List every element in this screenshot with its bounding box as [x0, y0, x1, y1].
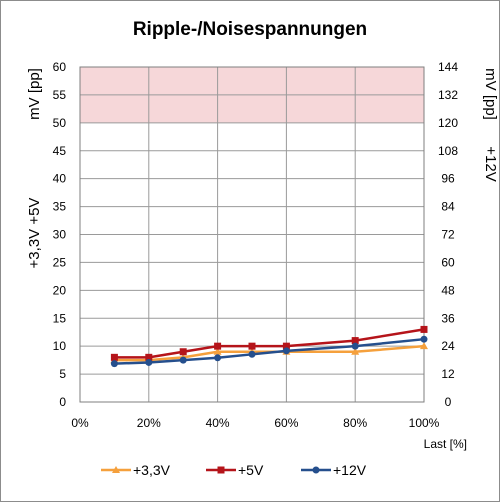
x-tick: 80%	[343, 416, 367, 430]
y-tick-left: 15	[53, 311, 67, 325]
y-tick-right: 144	[438, 60, 458, 74]
data-point-5V	[420, 325, 428, 333]
y-tick-right: 0	[445, 395, 452, 409]
data-point-33V	[351, 347, 360, 355]
y-tick-right: 72	[441, 228, 455, 242]
data-point-12V	[214, 354, 222, 362]
y-tick-right: 96	[441, 172, 455, 186]
y-tick-left: 50	[53, 116, 67, 130]
series-12V	[110, 335, 428, 368]
chart-title: Ripple-/Noisespannungen	[133, 19, 367, 40]
y-tick-right: 36	[441, 311, 455, 325]
y-axis-right-label: +12V	[482, 146, 499, 181]
x-tick: 20%	[137, 416, 161, 430]
y-tick-right: 60	[441, 255, 455, 269]
legend-label-12V: +12V	[333, 462, 367, 478]
y-axis-left-label: +3,3V +5V	[26, 198, 43, 269]
y-tick-right: 48	[441, 283, 455, 297]
series-line-5V	[114, 328, 425, 359]
series-line-33V	[114, 344, 425, 362]
y-tick-left: 40	[53, 172, 67, 186]
y-tick-left: 55	[53, 88, 67, 102]
data-point-12V	[351, 342, 359, 350]
y-tick-left: 5	[59, 367, 66, 381]
data-point-33V	[420, 342, 428, 350]
legend-marker-5V	[217, 466, 225, 474]
y-tick-right: 84	[441, 200, 455, 214]
y-tick-right: 12	[441, 367, 455, 381]
y-tick-right: 108	[438, 144, 458, 158]
y-tick-left: 10	[53, 339, 67, 353]
y-tick-left: 20	[53, 283, 67, 297]
data-point-5V	[214, 342, 222, 350]
y-tick-left: 45	[53, 144, 67, 158]
data-point-12V	[145, 358, 153, 366]
data-point-5V	[179, 348, 187, 356]
data-point-5V	[145, 353, 153, 361]
plot-area-border	[79, 66, 425, 403]
y-tick-left: 30	[53, 228, 67, 242]
data-point-5V	[282, 342, 290, 350]
y-tick-right: 24	[441, 339, 455, 353]
data-point-12V	[420, 335, 428, 343]
data-point-33V	[213, 347, 222, 355]
data-point-12V	[110, 360, 118, 368]
data-point-5V	[248, 342, 256, 350]
y-tick-left: 25	[53, 255, 67, 269]
data-point-12V	[282, 347, 290, 355]
x-tick: 60%	[274, 416, 298, 430]
x-tick: 40%	[206, 416, 230, 430]
y-tick-left: 0	[59, 395, 66, 409]
legend-marker-33V	[112, 466, 120, 473]
data-point-5V	[351, 337, 359, 345]
y-tick-left: 35	[53, 200, 67, 214]
y-tick-left: 60	[53, 60, 67, 74]
data-point-12V	[179, 356, 187, 364]
legend: +3,3V +5V +12V	[101, 462, 367, 478]
legend-marker-12V	[312, 466, 320, 474]
y-tick-right: 132	[438, 88, 458, 102]
data-point-12V	[248, 350, 256, 358]
legend-label-33V: +3,3V	[133, 462, 171, 478]
series-line-12V	[114, 337, 425, 365]
x-axis-label: Last [%]	[424, 437, 467, 451]
series-5V	[110, 325, 428, 361]
y-axis-left-unit: mV [pp]	[26, 68, 43, 120]
x-tick: 0%	[71, 416, 89, 430]
y-axis-right-unit: mV [pp]	[482, 68, 499, 120]
legend-label-5V: +5V	[238, 462, 264, 478]
y-tick-right: 120	[438, 116, 458, 130]
data-point-5V	[110, 353, 118, 361]
x-tick: 100%	[409, 416, 440, 430]
